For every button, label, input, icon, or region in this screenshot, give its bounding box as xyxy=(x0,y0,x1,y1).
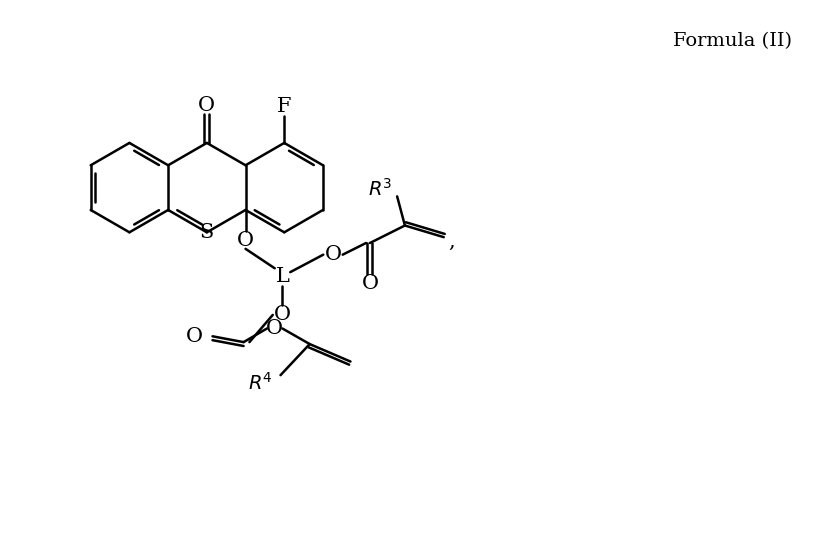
Text: O: O xyxy=(186,327,203,346)
Text: O: O xyxy=(266,319,283,338)
Text: O: O xyxy=(274,305,291,325)
Text: O: O xyxy=(198,95,215,114)
Text: $R^4$: $R^4$ xyxy=(248,372,273,394)
Text: ,: , xyxy=(448,231,455,250)
Text: S: S xyxy=(200,223,214,242)
Text: F: F xyxy=(277,98,292,117)
Text: O: O xyxy=(361,274,378,293)
Text: L: L xyxy=(275,266,289,285)
Text: O: O xyxy=(324,245,342,264)
Text: O: O xyxy=(237,230,254,250)
Text: Formula (II): Formula (II) xyxy=(673,32,792,50)
Text: $R^3$: $R^3$ xyxy=(368,178,392,200)
